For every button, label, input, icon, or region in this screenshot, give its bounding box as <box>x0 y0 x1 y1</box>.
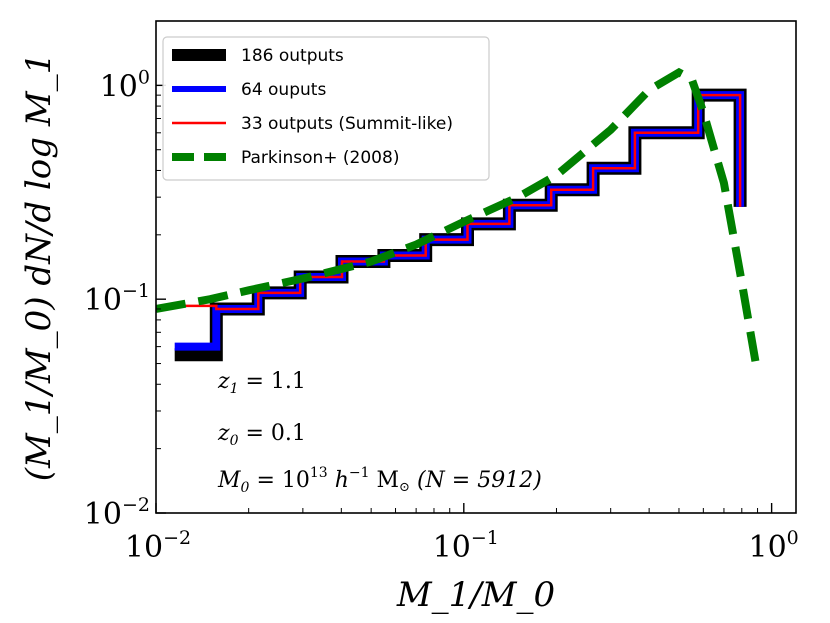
series-layer <box>156 67 762 374</box>
legend: 186 outputs 64 ouputs 33 outputs (Summit-l… <box>162 36 490 181</box>
legend-box <box>162 36 490 181</box>
x-tick-label: 10−2 <box>125 527 191 565</box>
legend-label-33-outputs-summit-like: 33 outputs (Summit-like) <box>241 114 453 134</box>
annotation-z0: z0 = 0.1 <box>217 421 306 449</box>
legend-label-64-ouputs: 64 ouputs <box>241 80 326 100</box>
y-tick-label: 100 <box>100 66 150 104</box>
legend-label-parkinson-2008: Parkinson+ (2008) <box>241 148 399 168</box>
annotation-block: z1 = 1.1 z0 = 0.1 M0 = 1013 h−1 M⊙ (N = … <box>217 369 542 496</box>
tick-layer: 10−2 10−1 100 10−2 10−1 100 <box>84 20 799 565</box>
y-tick-label: 10−2 <box>84 494 150 532</box>
y-axis-label: (M_1/M_0) dN/d log M_1 <box>19 53 59 482</box>
annotation-m0: M0 = 1013 h−1 M⊙ (N = 5912) <box>217 465 542 496</box>
series-line-parkinson-2008 <box>156 67 762 374</box>
plot-frame <box>155 20 797 514</box>
x-axis-label: M_1/M_0 <box>396 575 555 615</box>
series-line-33-outputs-summit-like <box>174 93 742 311</box>
y-tick-label: 10−1 <box>84 280 150 318</box>
x-tick-label: 100 <box>748 527 798 565</box>
annotation-z1: z1 = 1.1 <box>217 369 306 397</box>
x-tick-label: 10−1 <box>433 527 499 565</box>
legend-label-186-outputs: 186 outputs <box>241 46 344 66</box>
